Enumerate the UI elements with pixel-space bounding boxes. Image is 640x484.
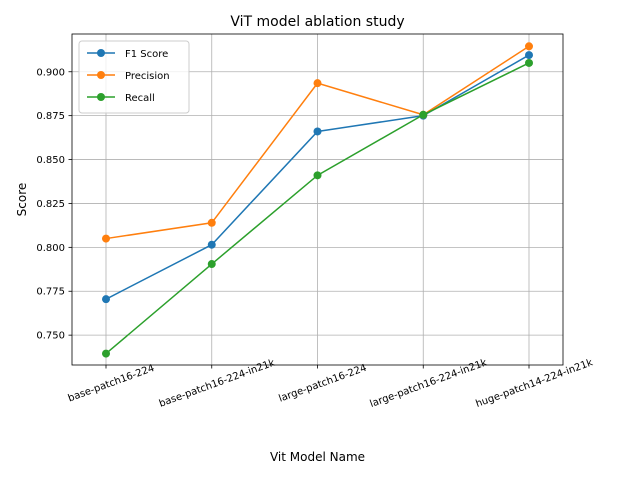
y-tick-label: 0.900 xyxy=(36,67,65,78)
data-point xyxy=(207,240,216,249)
legend-box xyxy=(78,40,190,114)
y-tick-label: 0.875 xyxy=(36,111,65,122)
x-axis-label: Vit Model Name xyxy=(270,450,365,464)
y-axis-ticks: 0.750 0.775 0.800 0.825 0.850 0.875 0.900 xyxy=(36,67,72,342)
chart-title: ViT model ablation study xyxy=(230,14,404,30)
data-point xyxy=(102,234,110,243)
legend-marker xyxy=(97,49,105,57)
data-point xyxy=(207,260,216,269)
data-point xyxy=(313,79,322,88)
data-point xyxy=(313,171,322,180)
data-point xyxy=(313,127,322,136)
legend-label: Precision xyxy=(125,71,170,82)
series-recall xyxy=(102,58,533,358)
legend-marker xyxy=(97,71,105,79)
y-axis-label: Score xyxy=(15,183,29,217)
data-point xyxy=(525,42,533,51)
data-point xyxy=(525,58,533,67)
legend-label: Recall xyxy=(125,93,155,104)
data-point xyxy=(419,110,428,119)
series-layer xyxy=(102,42,533,358)
legend-marker xyxy=(97,93,105,101)
data-point xyxy=(207,218,216,227)
data-point xyxy=(525,51,533,60)
y-tick-label: 0.800 xyxy=(36,243,65,254)
data-point xyxy=(102,295,110,304)
legend-item: F1 Score xyxy=(87,49,168,60)
legend-item: Recall xyxy=(87,93,155,104)
y-tick-label: 0.775 xyxy=(36,287,65,298)
y-tick-label: 0.750 xyxy=(36,331,65,342)
legend-item: Precision xyxy=(87,71,170,82)
legend: F1 Score Precision Recall xyxy=(78,40,190,114)
legend-label: F1 Score xyxy=(125,49,168,60)
y-tick-label: 0.850 xyxy=(36,155,65,166)
data-point xyxy=(102,349,110,358)
y-tick-label: 0.825 xyxy=(36,199,65,210)
